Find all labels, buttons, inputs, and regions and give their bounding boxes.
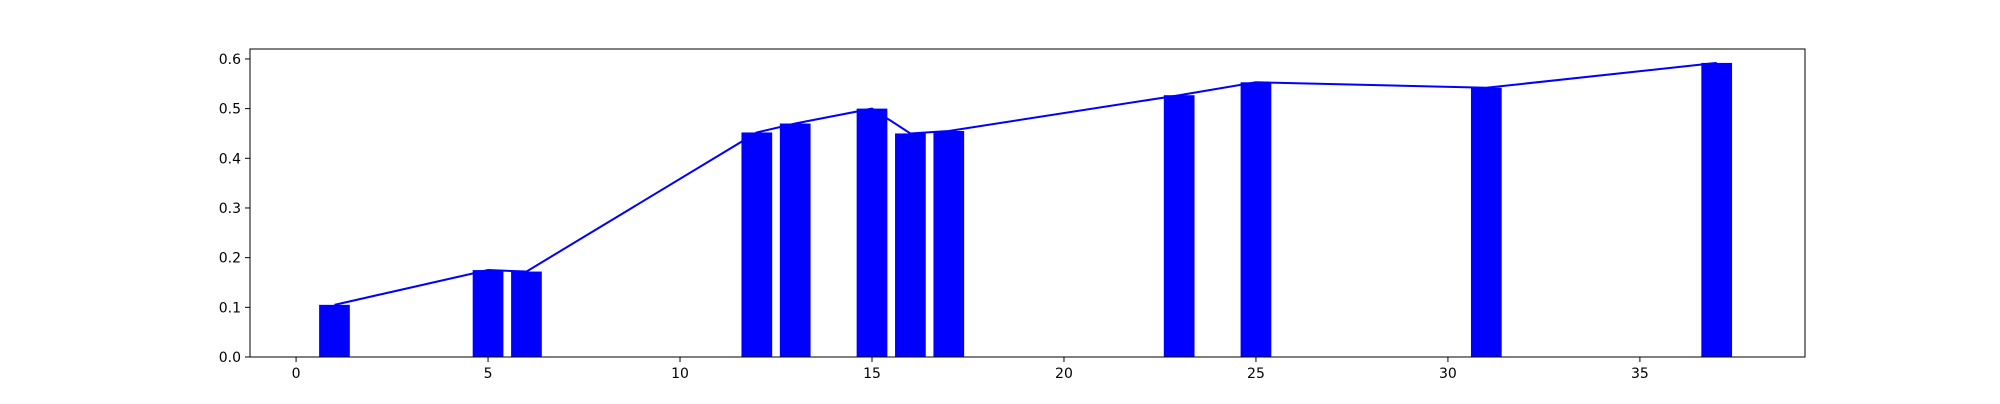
bar <box>1240 82 1272 357</box>
bar <box>1701 62 1733 358</box>
bar <box>1470 87 1502 358</box>
y-tick-label: 0.6 <box>219 52 241 68</box>
bar <box>1163 95 1195 357</box>
x-tick-label: 5 <box>484 366 493 382</box>
bars-layer <box>319 62 1733 358</box>
y-tick-label: 0.4 <box>219 151 241 167</box>
x-tick-label: 30 <box>1439 366 1457 382</box>
x-tick-label: 25 <box>1247 366 1265 382</box>
x-tick-label: 10 <box>671 366 689 382</box>
y-tick-label: 0.0 <box>219 350 241 366</box>
x-tick-label: 20 <box>1055 366 1073 382</box>
bar <box>472 270 504 357</box>
bar <box>741 132 773 357</box>
axes-layer <box>249 48 1806 358</box>
line-layer <box>334 61 1717 306</box>
y-tick-label: 0.5 <box>219 102 241 118</box>
ticks-layer: 0 5 10 15 20 25 30 35 0.0 0.1 0.2 0.3 0.4 0.5 0.6 <box>219 52 1649 382</box>
x-tick-label: 0 <box>292 366 301 382</box>
y-tick-label: 0.2 <box>219 251 241 267</box>
bar <box>511 271 542 357</box>
plot-frame <box>249 48 1806 358</box>
x-tick-label: 35 <box>1631 366 1649 382</box>
bar <box>319 304 350 357</box>
bar <box>933 130 965 357</box>
bar <box>779 123 811 357</box>
bar <box>895 133 926 357</box>
y-tick-label: 0.1 <box>219 300 241 316</box>
bar <box>856 108 888 357</box>
y-tick-label: 0.3 <box>219 201 241 217</box>
series-line <box>334 61 1717 306</box>
x-tick-label: 15 <box>863 366 881 382</box>
